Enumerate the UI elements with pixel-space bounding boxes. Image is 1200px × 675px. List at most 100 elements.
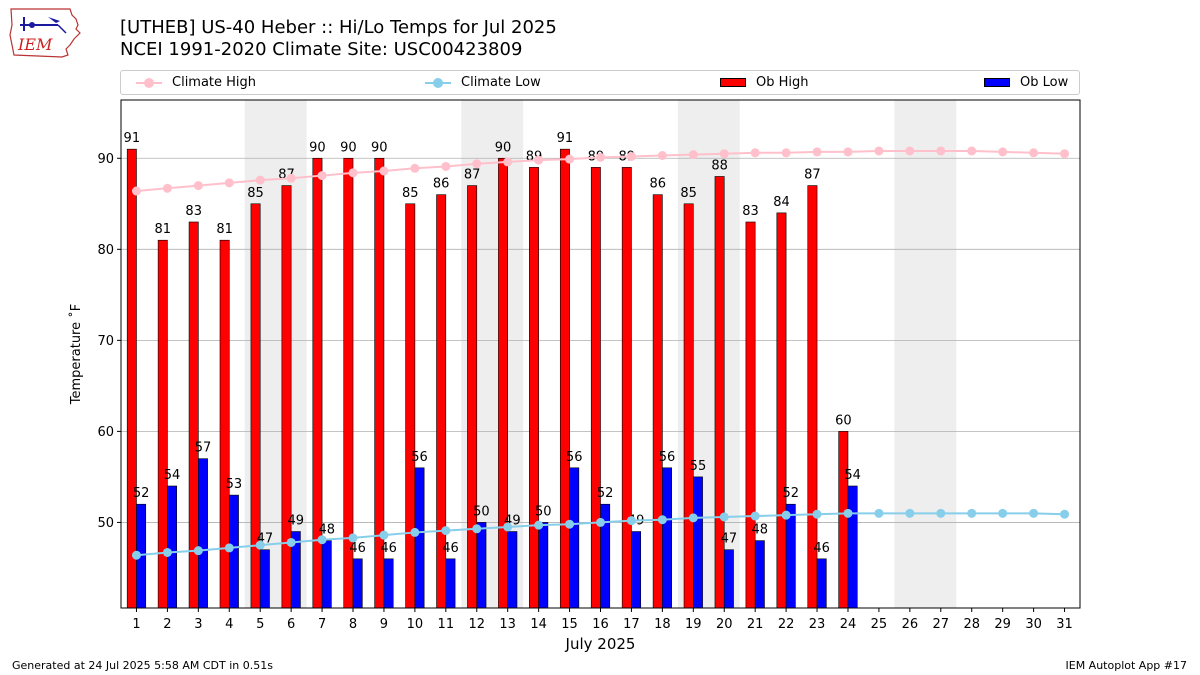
climate-high-point bbox=[1060, 149, 1070, 159]
climate-high-point bbox=[534, 155, 544, 165]
climate-high-point bbox=[812, 147, 822, 157]
ob-high-swatch bbox=[720, 78, 746, 87]
svg-text:IEM: IEM bbox=[17, 35, 53, 54]
x-tick-label: 17 bbox=[623, 617, 640, 632]
bar-label-ob-high: 90 bbox=[340, 140, 357, 155]
bar-label-ob-low: 50 bbox=[473, 504, 490, 519]
bar-ob-high bbox=[683, 203, 694, 609]
bar-label-ob-high: 83 bbox=[185, 204, 202, 219]
bar-ob-high bbox=[590, 167, 601, 609]
bar-ob-high bbox=[126, 148, 137, 609]
climate-high-point bbox=[781, 148, 791, 158]
x-tick-label: 9 bbox=[380, 617, 388, 632]
legend-climate-low: Climate Low bbox=[425, 71, 541, 94]
climate-high-point bbox=[998, 147, 1008, 157]
x-tick-label: 30 bbox=[1025, 617, 1042, 632]
weekend-shade bbox=[894, 100, 957, 608]
climate-low-point bbox=[688, 513, 698, 523]
bar-label-ob-high: 85 bbox=[402, 186, 419, 201]
bar-label-ob-high: 81 bbox=[154, 222, 171, 237]
x-tick-label: 6 bbox=[287, 617, 295, 632]
bar-label-ob-low: 54 bbox=[164, 468, 181, 483]
bar-label-ob-low: 56 bbox=[659, 450, 676, 465]
x-tick-label: 29 bbox=[994, 617, 1011, 632]
bar-ob-low bbox=[167, 485, 177, 609]
chart-legend: Climate High Climate Low Ob High Ob Low bbox=[120, 70, 1080, 95]
climate-high-point bbox=[131, 186, 141, 196]
bar-ob-low bbox=[662, 467, 672, 609]
chart-subtitle: NCEI 1991-2020 Climate Site: USC00423809 bbox=[120, 39, 523, 60]
x-tick-label: 20 bbox=[716, 617, 733, 632]
climate-low-point bbox=[998, 508, 1008, 518]
climate-low-point bbox=[286, 537, 296, 547]
climate-low-swatch bbox=[425, 77, 451, 88]
climate-low-point bbox=[1060, 509, 1070, 519]
x-tick-label: 27 bbox=[933, 617, 950, 632]
bar-label-ob-low: 49 bbox=[288, 514, 305, 529]
climate-high-point bbox=[348, 168, 358, 178]
x-tick-label: 3 bbox=[194, 617, 202, 632]
x-tick-label: 21 bbox=[747, 617, 764, 632]
x-tick-label: 2 bbox=[163, 617, 171, 632]
climate-high-point bbox=[750, 148, 760, 158]
bar-label-ob-high: 86 bbox=[649, 177, 666, 192]
climate-low-point bbox=[472, 524, 482, 534]
x-tick-label: 23 bbox=[809, 617, 826, 632]
climate-low-point bbox=[379, 530, 389, 540]
climate-low-point bbox=[719, 512, 729, 522]
bar-ob-high bbox=[838, 431, 849, 609]
climate-high-point bbox=[255, 175, 265, 185]
climate-high-point bbox=[1029, 148, 1039, 158]
climate-high-point bbox=[441, 161, 451, 171]
bar-label-ob-high: 90 bbox=[371, 140, 388, 155]
legend-ob-high: Ob High bbox=[720, 71, 809, 94]
climate-high-point bbox=[565, 154, 575, 164]
x-tick-label: 16 bbox=[592, 617, 609, 632]
bar-label-ob-low: 56 bbox=[411, 450, 428, 465]
bar-label-ob-high: 91 bbox=[557, 131, 574, 146]
climate-low-point bbox=[441, 526, 451, 536]
generated-timestamp: Generated at 24 Jul 2025 5:58 AM CDT in … bbox=[12, 659, 273, 672]
climate-low-point bbox=[657, 515, 667, 525]
bar-ob-low bbox=[507, 531, 518, 609]
bar-label-ob-low: 47 bbox=[721, 532, 738, 547]
bar-label-ob-low: 56 bbox=[566, 450, 583, 465]
climate-high-point bbox=[688, 150, 698, 160]
bar-ob-low bbox=[569, 467, 580, 609]
climate-high-point bbox=[162, 183, 172, 193]
bar-ob-low bbox=[445, 558, 456, 609]
legend-ob-low-label: Ob Low bbox=[1020, 75, 1069, 90]
bar-ob-high bbox=[529, 167, 539, 609]
bar-label-ob-low: 46 bbox=[349, 541, 366, 556]
climate-high-swatch bbox=[136, 77, 162, 88]
climate-low-point bbox=[967, 508, 977, 518]
bar-label-ob-low: 55 bbox=[690, 459, 707, 474]
bar-ob-high bbox=[405, 203, 416, 609]
climate-high-point bbox=[657, 151, 667, 161]
climate-low-point bbox=[193, 546, 203, 556]
climate-low-point bbox=[224, 543, 234, 553]
bar-ob-high bbox=[559, 148, 570, 609]
bar-ob-high bbox=[652, 194, 663, 609]
y-tick-label: 70 bbox=[97, 334, 114, 349]
climate-high-point bbox=[596, 152, 605, 162]
climate-low-point bbox=[750, 511, 760, 521]
climate-high-point bbox=[317, 171, 327, 181]
bar-label-ob-low: 48 bbox=[752, 523, 769, 538]
bar-label-ob-low: 46 bbox=[380, 541, 397, 556]
bar-label-ob-high: 91 bbox=[124, 131, 141, 146]
y-tick-label: 80 bbox=[97, 243, 114, 258]
climate-low-point bbox=[255, 540, 265, 550]
bar-ob-low bbox=[693, 476, 703, 609]
x-tick-label: 7 bbox=[318, 617, 326, 632]
x-tick-label: 15 bbox=[561, 617, 578, 632]
climate-high-point bbox=[626, 151, 636, 161]
climate-low-point bbox=[565, 519, 575, 529]
bar-label-ob-low: 52 bbox=[597, 486, 614, 501]
climate-high-point bbox=[719, 149, 729, 159]
bar-ob-low bbox=[321, 540, 332, 609]
x-tick-label: 1 bbox=[132, 617, 140, 632]
y-tick-label: 50 bbox=[97, 516, 114, 531]
bar-ob-low bbox=[754, 540, 765, 609]
